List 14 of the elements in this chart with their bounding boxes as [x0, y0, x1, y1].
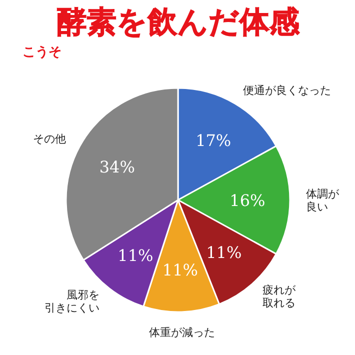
slice-label: 体重が減った — [149, 326, 216, 339]
chart-subtitle: こうそ — [22, 45, 62, 60]
chart-title: 酵素を飲んだ体感 — [56, 5, 300, 40]
slice-label: 便通が良くなった — [243, 84, 332, 97]
data-label: 11% — [118, 246, 154, 265]
slice-label: 体調が良い — [306, 187, 340, 214]
data-label: 16% — [230, 191, 266, 210]
data-label: 34% — [99, 158, 135, 177]
slice-label: 疲れが取れる — [262, 283, 297, 310]
data-label: 11% — [206, 243, 242, 262]
slice-label: 風邪を引きにくい — [44, 288, 100, 315]
data-label: 17% — [196, 131, 232, 150]
data-label: 11% — [162, 260, 198, 280]
slice-label: その他 — [32, 132, 66, 146]
